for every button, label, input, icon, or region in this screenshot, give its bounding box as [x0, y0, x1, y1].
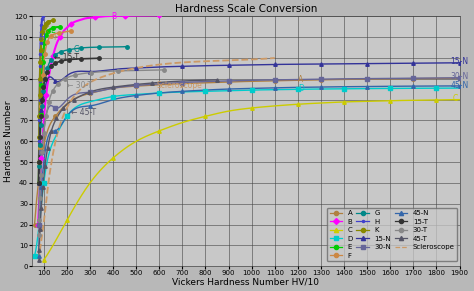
Text: G: G	[74, 45, 80, 54]
Y-axis label: Hardness Number: Hardness Number	[4, 101, 13, 182]
Text: 30-N: 30-N	[450, 72, 468, 81]
Text: ← 45-T: ← 45-T	[72, 108, 97, 117]
Text: ← 30-T: ← 30-T	[67, 81, 92, 90]
Text: ← 15-T: ← 15-T	[54, 54, 79, 63]
Text: F: F	[53, 33, 57, 42]
Title: Hardness Scale Conversion: Hardness Scale Conversion	[175, 4, 317, 14]
Text: C: C	[453, 94, 458, 103]
Text: K: K	[43, 26, 48, 36]
Text: E: E	[51, 26, 55, 36]
Text: 15-N: 15-N	[450, 57, 468, 66]
Text: 45-N: 45-N	[450, 81, 468, 90]
Text: Scleroscope: Scleroscope	[157, 81, 203, 90]
Text: B: B	[111, 12, 116, 21]
Text: H: H	[40, 33, 46, 42]
Text: D: D	[298, 84, 304, 93]
Text: A: A	[298, 75, 303, 84]
Legend: A, B, C, D, E, F, G, H, K, 15-N, 30-N, 45-N, 15-T, 30-T, 45-T, Scleroscope: A, B, C, D, E, F, G, H, K, 15-N, 30-N, 4…	[327, 207, 457, 261]
X-axis label: Vickers Hardness Number HV/10: Vickers Hardness Number HV/10	[173, 278, 319, 287]
